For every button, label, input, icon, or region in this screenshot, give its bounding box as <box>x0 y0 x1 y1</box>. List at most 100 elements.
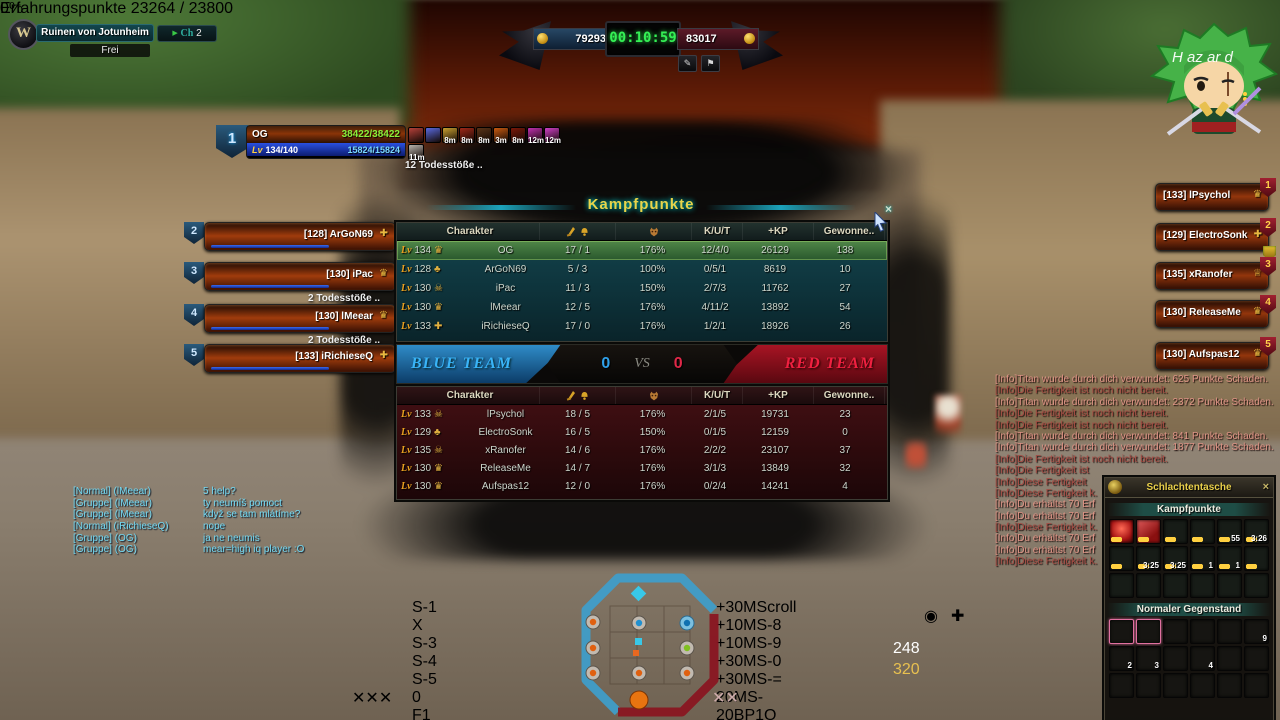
empty-slot[interactable] <box>1244 573 1269 598</box>
item-whip[interactable]: 9 <box>1244 619 1269 644</box>
enemy-frame[interactable]: [130] Aufspas12 ♛ 5 <box>1155 337 1280 372</box>
scoreboard-row[interactable]: Lv 129 ♣ ElectroSonk 16 / 5 150% 0/1/5 12159 0 <box>397 423 887 441</box>
empty-slot[interactable] <box>1217 573 1242 598</box>
flag-button[interactable]: ⚑ <box>701 55 720 72</box>
enemy-frame[interactable]: [135] xRanofer ♕ 3 <box>1155 257 1280 292</box>
skill-darkorb[interactable]: +10MS-8 <box>716 617 796 635</box>
item-idol[interactable]: 1 <box>1190 546 1215 571</box>
item-dark-orb[interactable]: 55 <box>1217 519 1242 544</box>
coin-pair-icon <box>1165 537 1176 542</box>
scoreboard-row[interactable]: Lv 130 ♛ ReleaseMe 14 / 7 176% 3/1/3 13849 32 <box>397 459 887 477</box>
info-line: [Info]Du erhältst 70 Erf <box>995 533 1096 545</box>
battleground-minimap[interactable] <box>580 572 720 718</box>
item-arrows[interactable] <box>1190 619 1215 644</box>
empty-slot[interactable] <box>1109 573 1134 598</box>
item-scroll[interactable]: 4 <box>1190 646 1215 671</box>
scoreboard-row[interactable]: Lv 133 ✚ iRichieseQ 17 / 0 176% 1/2/1 18926 26 <box>397 317 887 336</box>
party-hp-bar[interactable]: [128] ArGoN69 ✚ <box>204 222 396 251</box>
empty-slot[interactable] <box>1244 673 1269 698</box>
enemy-frame[interactable]: [129] ElectroSonk ✚ 2 <box>1155 218 1280 261</box>
close-icon[interactable]: × <box>884 202 892 216</box>
row-kut: 2/1/5 <box>703 408 727 420</box>
empty-slot[interactable] <box>1163 573 1188 598</box>
item-blue-case[interactable] <box>1190 519 1215 544</box>
empty-slot[interactable] <box>1190 573 1215 598</box>
player-mp-value: 15824/15824 <box>347 144 400 155</box>
bag-header[interactable]: Schlachtentasche × <box>1105 478 1273 498</box>
chat-line: [Gruppe] (lMeear) ty neumíš pomoct <box>73 498 403 510</box>
empty-slot[interactable] <box>1136 573 1161 598</box>
item-blue-potion[interactable] <box>1163 519 1188 544</box>
skill-splash[interactable]: S-3 <box>412 635 437 653</box>
item-gold-totem[interactable] <box>1136 619 1161 644</box>
skill-galaxy[interactable]: S-1 <box>412 599 437 617</box>
scoreboard-row[interactable]: Lv 130 ♛ Aufspas12 12 / 0 176% 0/2/4 14241 4 <box>397 477 887 495</box>
scoreboard-row[interactable]: Lv 133 ☠ lPsychol 18 / 5 176% 2/1/5 19731 23 <box>397 405 887 423</box>
scoreboard-row[interactable]: Lv 134 ♛ OG 17 / 1 176% 12/4/0 26129 138 <box>397 241 887 260</box>
party-hp-bar[interactable]: [130] iPac ♛ <box>204 262 396 291</box>
empty-slot[interactable] <box>1190 673 1215 698</box>
party-hp-bar[interactable]: [130] lMeear ♛ <box>204 304 396 333</box>
item-brown-whip[interactable] <box>1163 646 1188 671</box>
empty-slot[interactable] <box>1136 673 1161 698</box>
close-icon[interactable]: × <box>1262 481 1269 493</box>
item-web[interactable]: 2 <box>1109 646 1134 671</box>
scoreboard-row[interactable]: Lv 130 ☠ iPac 11 / 3 150% 2/7/3 11762 27 <box>397 279 887 298</box>
info-line: [Info]Die Fertigkeit ist noch nicht bere… <box>995 385 1168 397</box>
edit-button[interactable]: ✎ <box>678 55 697 72</box>
cross-button[interactable]: ✚ <box>951 608 965 625</box>
enemy-frame[interactable]: [133] lPsychol ♛ 1 <box>1155 178 1280 213</box>
item-stick[interactable]: 3:26 <box>1244 519 1269 544</box>
coins-button[interactable]: ◉ <box>924 608 938 625</box>
party-member-frame[interactable]: 3 [130] iPac ♛ 2 Todesstöße .. <box>184 262 584 306</box>
player-hp-bar: OG 38422/38422 <box>247 126 405 143</box>
enemy-hp-bar[interactable]: [129] ElectroSonk ✚ <box>1155 223 1269 251</box>
empty-slot[interactable] <box>1244 646 1269 671</box>
skill-scrollteal[interactable]: +30MScroll <box>716 599 796 617</box>
item-red-case[interactable] <box>1136 519 1161 544</box>
skill-cross[interactable]: 20MS- <box>716 689 796 707</box>
col-kp: +KP <box>743 223 814 240</box>
item-swirl-blue[interactable] <box>1244 546 1269 571</box>
skill-greenwrap[interactable]: 20BP1Q <box>716 707 796 720</box>
skill-greenorb[interactable]: +10MS-9 <box>716 635 796 653</box>
item-pink-sword[interactable] <box>1109 619 1134 644</box>
vs-label: VS <box>634 356 650 371</box>
skill-arrows-sk[interactable]: 0 <box>412 689 437 707</box>
enemy-hp-bar[interactable]: [133] lPsychol ♛ <box>1155 183 1269 211</box>
skill-hat[interactable]: X <box>412 617 437 635</box>
scoreboard-row[interactable]: Lv 128 ♣ ArGoN69 5 / 3 100% 0/5/1 8619 10 <box>397 260 887 279</box>
info-line: [Info]Du erhältst 70 Erf <box>995 510 1096 522</box>
item-axe[interactable] <box>1217 619 1242 644</box>
item-teal-totem[interactable] <box>1109 546 1134 571</box>
channel-selector[interactable]: ▶ Ch 2 <box>157 25 217 42</box>
item-grave2[interactable]: 3:25 <box>1163 546 1188 571</box>
skill-etch[interactable]: F1 <box>412 707 437 720</box>
scoreboard-row[interactable]: Lv 135 ☠ xRanofer 14 / 6 176% 2/2/2 23107 37 <box>397 441 887 459</box>
item-grave[interactable]: 3:25 <box>1136 546 1161 571</box>
buff-duration: +10M <box>716 617 757 634</box>
scoreboard-row[interactable]: Lv 130 ♛ lMeear 12 / 5 176% 4/11/2 13892 54 <box>397 298 887 317</box>
enemy-hp-bar[interactable]: [130] ReleaseMe ♛ <box>1155 300 1269 328</box>
col-kut: K/U/T <box>692 223 743 240</box>
skill-iceblade[interactable]: S-5 <box>412 671 437 689</box>
skill-bluegem[interactable]: +30MS-= <box>716 671 796 689</box>
item-pumpkin[interactable]: 3 <box>1136 646 1161 671</box>
skill-spiral[interactable]: S-4 <box>412 653 437 671</box>
row-character-name: iPac <box>495 283 516 294</box>
empty-slot[interactable] <box>1163 673 1188 698</box>
player-frame[interactable]: OG 38422/38422 Lv 134/140 15824/15824 <box>246 125 406 159</box>
skill-redgem[interactable]: +30MS-0 <box>716 653 796 671</box>
item-green-bomb[interactable]: 1 <box>1217 546 1242 571</box>
row-kut: 1/2/1 <box>703 321 727 332</box>
enemy-frame[interactable]: [130] ReleaseMe ♛ 4 <box>1155 295 1280 330</box>
party-hp-bar[interactable]: [133] iRichieseQ ✚ <box>204 344 396 373</box>
enemy-hp-bar[interactable]: [135] xRanofer ♕ <box>1155 262 1269 290</box>
enemy-hp-bar[interactable]: [130] Aufspas12 ♛ <box>1155 342 1269 370</box>
item-knives[interactable] <box>1163 619 1188 644</box>
item-red-potion[interactable] <box>1109 519 1134 544</box>
empty-slot[interactable] <box>1109 673 1134 698</box>
empty-slot[interactable] <box>1217 673 1242 698</box>
item-scroll2[interactable] <box>1217 646 1242 671</box>
